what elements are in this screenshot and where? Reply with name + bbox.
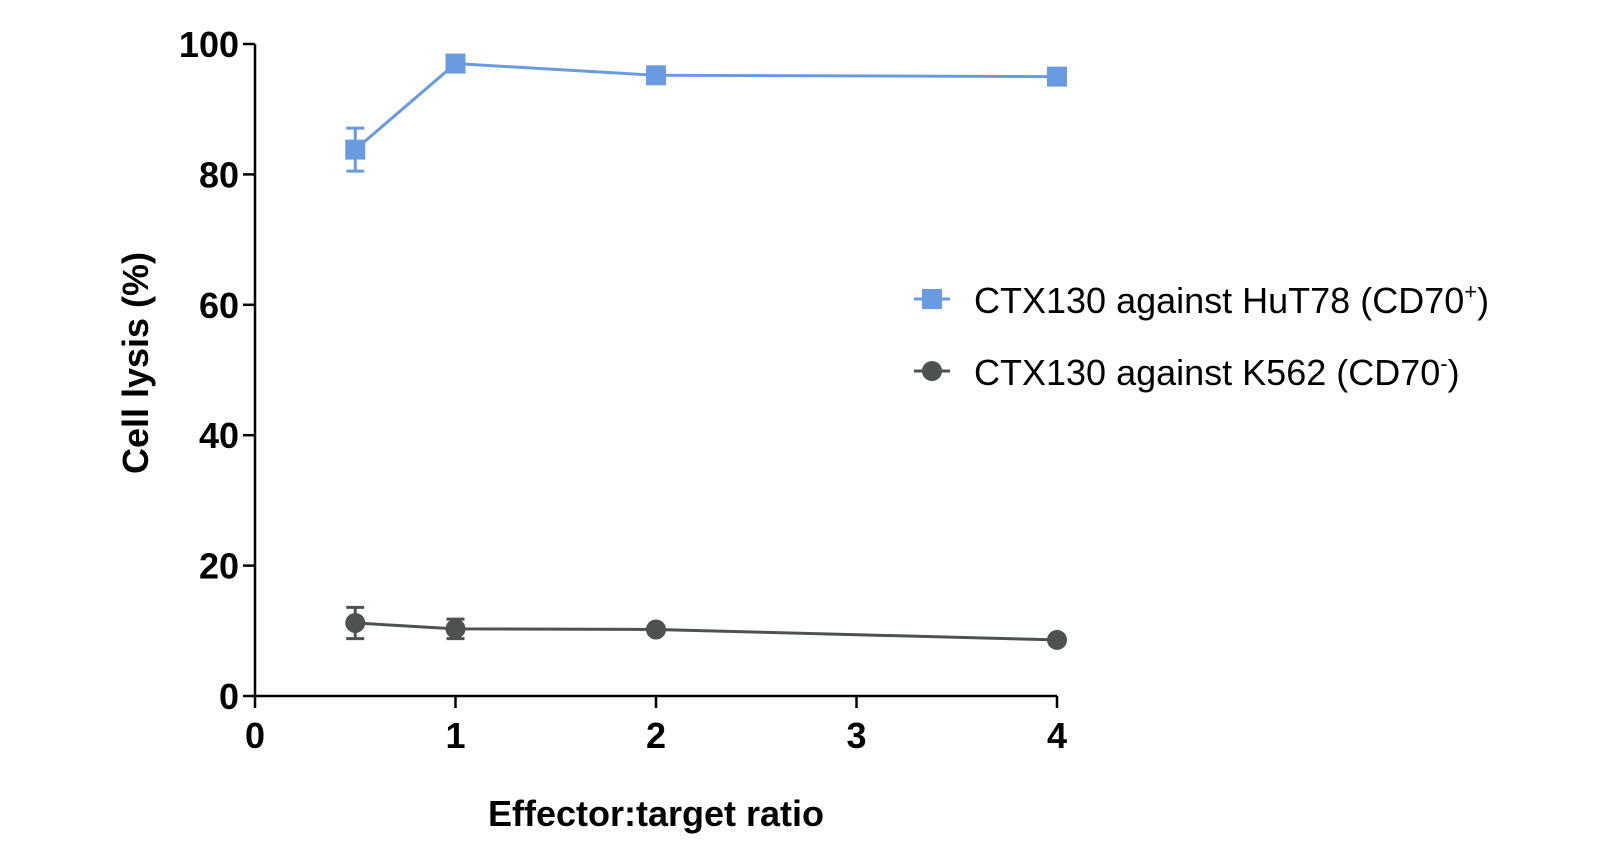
x-tick-label: 3 xyxy=(846,715,866,756)
legend-marker xyxy=(922,289,942,309)
x-tick-label: 2 xyxy=(646,715,666,756)
x-tick-label: 4 xyxy=(1047,715,1067,756)
data-point xyxy=(345,612,366,633)
legend: CTX130 against HuT78 (CD70+) CTX130 again… xyxy=(914,279,1489,393)
legend-item-1: CTX130 against HuT78 (CD70+) xyxy=(914,279,1489,321)
data-point xyxy=(445,53,466,74)
y-tick-label: 80 xyxy=(199,154,239,195)
data-point xyxy=(646,619,666,640)
data-point xyxy=(1047,66,1067,87)
legend-label: CTX130 against K562 (CD70-) xyxy=(974,351,1460,393)
legend-label: CTX130 against HuT78 (CD70+) xyxy=(974,279,1489,321)
data-point xyxy=(1047,629,1067,650)
series-1 xyxy=(345,53,1067,173)
series-layer xyxy=(345,53,1067,650)
y-tick-label: 20 xyxy=(199,546,239,587)
axes: 0 20 40 60 80 100 0 1 2 3 4 xyxy=(179,24,1067,756)
y-tick-label: 0 xyxy=(219,676,239,717)
y-tick-label: 60 xyxy=(199,285,239,326)
y-axis-title: Cell lysis (%) xyxy=(115,252,156,474)
data-point xyxy=(445,618,466,639)
legend-item-2: CTX130 against K562 (CD70-) xyxy=(914,351,1460,393)
series-line xyxy=(355,621,1058,642)
series-line xyxy=(354,62,1058,151)
x-axis-title: Effector:target ratio xyxy=(488,793,824,834)
data-point xyxy=(345,139,366,160)
x-tick-label: 0 xyxy=(245,715,265,756)
series-2 xyxy=(345,605,1067,650)
y-tick-label: 40 xyxy=(199,415,239,456)
y-tick-label: 100 xyxy=(179,24,239,65)
data-point xyxy=(646,65,666,86)
legend-marker xyxy=(922,361,942,381)
x-tick-label: 1 xyxy=(445,715,465,756)
